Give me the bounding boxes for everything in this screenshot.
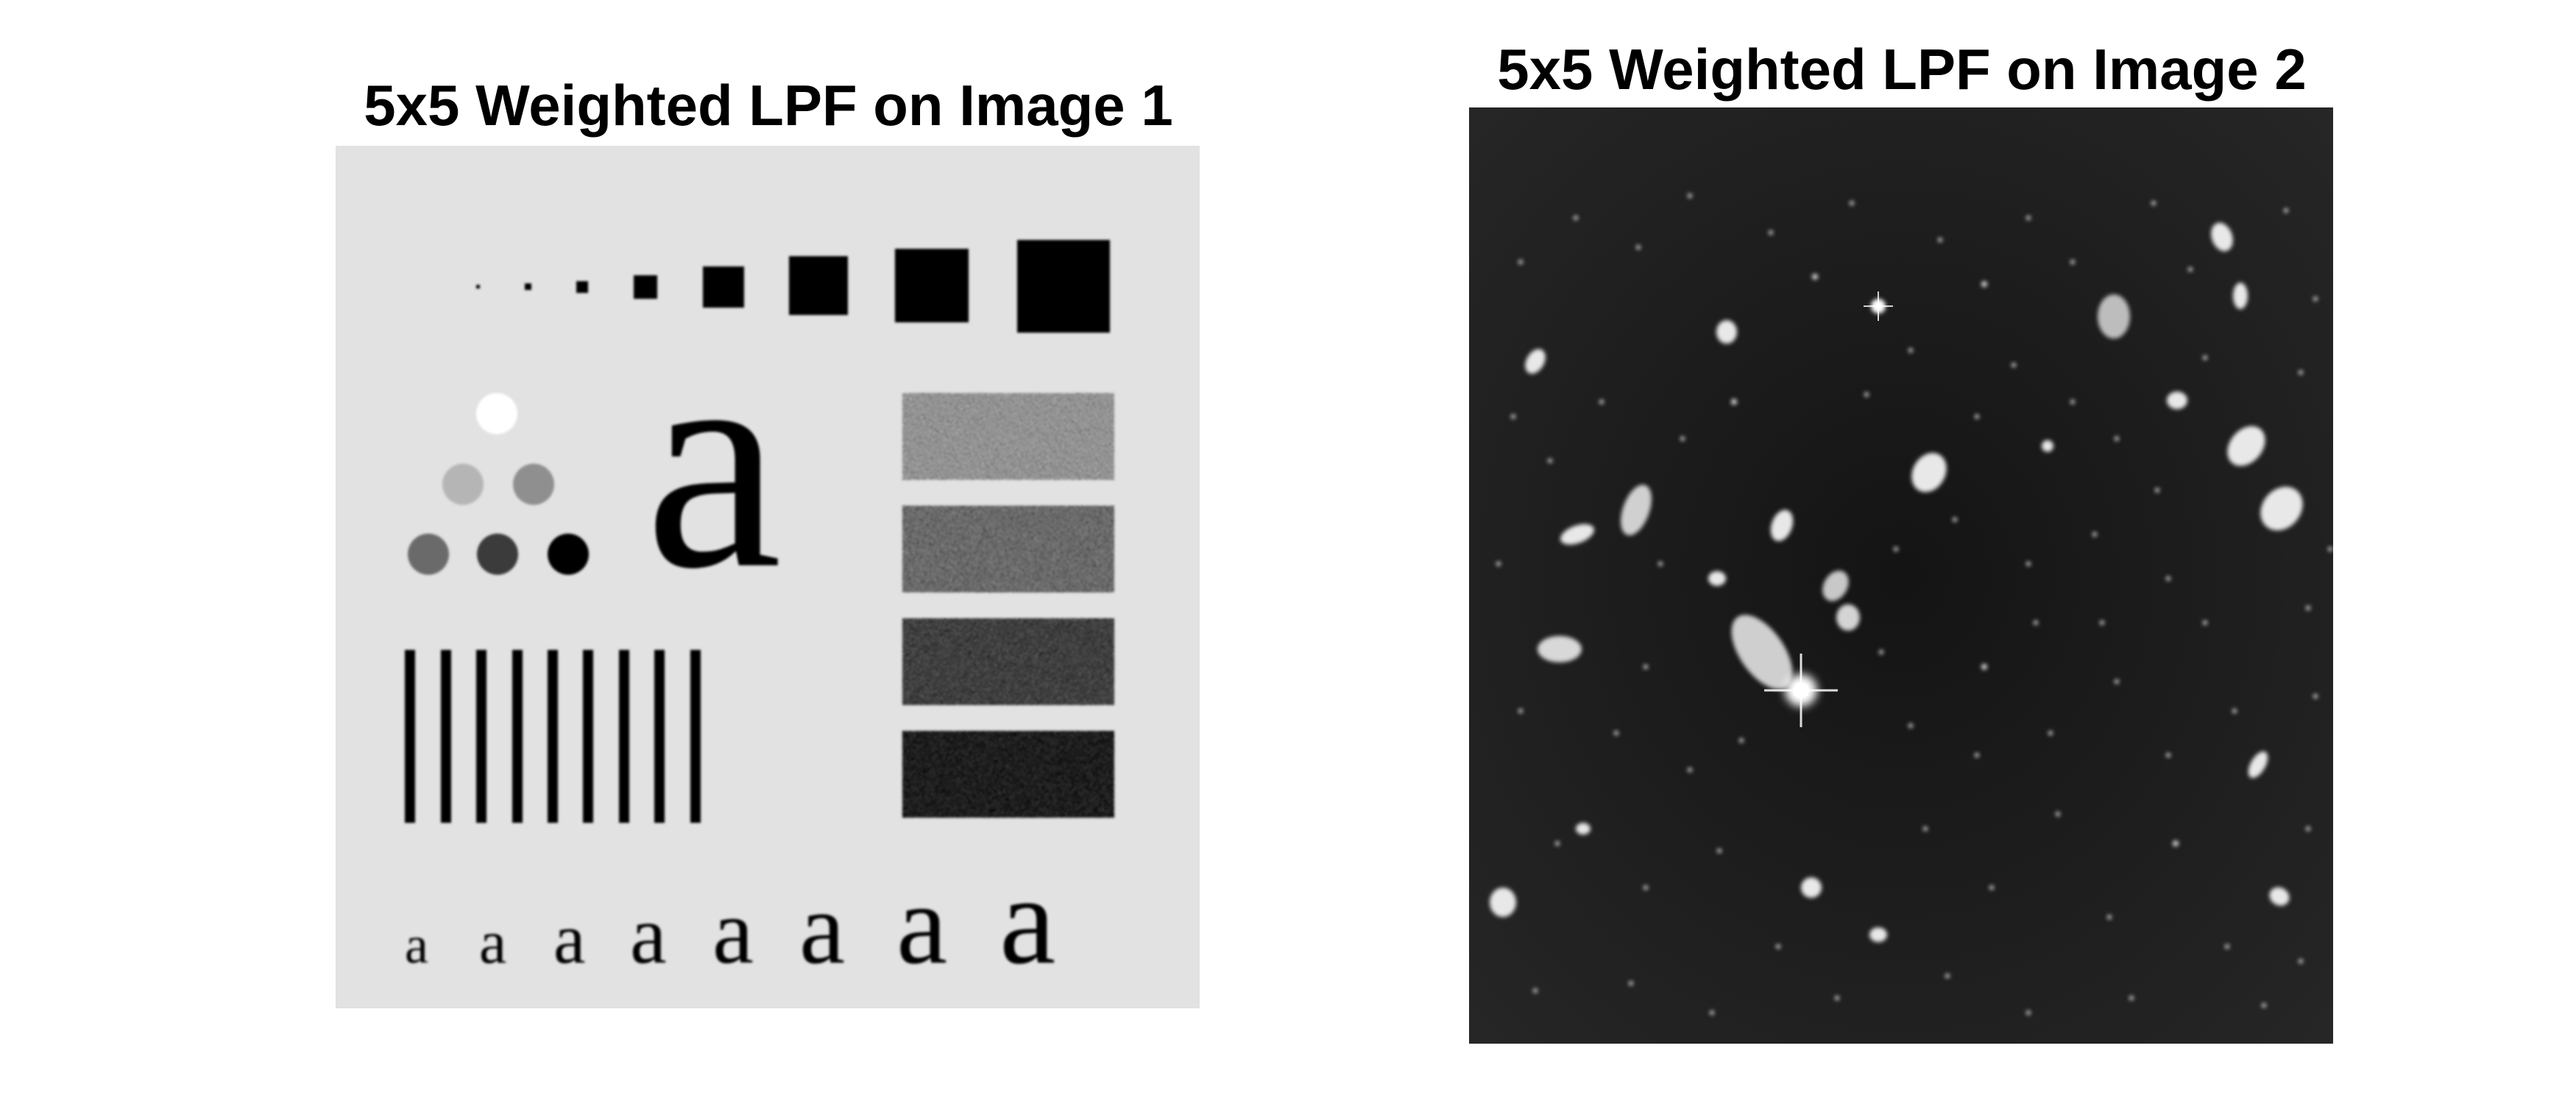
letter-a-7: a — [896, 860, 947, 988]
letter-a-8: a — [999, 851, 1055, 991]
image-2-deep-field — [1469, 107, 2333, 1044]
panel-1-title: 5x5 Weighted LPF on Image 1 — [337, 77, 1200, 134]
circles-group — [408, 393, 589, 575]
big-letter-a: a — [645, 290, 782, 632]
letter-a-2: a — [479, 908, 506, 977]
image-1-test-pattern: a — [336, 146, 1200, 1008]
letter-a-1: a — [405, 916, 428, 974]
noise-rectangles — [902, 393, 1114, 818]
letter-a-3: a — [553, 899, 586, 979]
panel-2-title: 5x5 Weighted LPF on Image 2 — [1471, 40, 2333, 98]
letter-a-4: a — [630, 890, 667, 981]
letter-a-6: a — [799, 871, 845, 986]
squares-row — [476, 240, 1110, 333]
vertical-bars — [405, 650, 701, 823]
letter-a-5: a — [712, 881, 754, 983]
letter-row: a a a a a a a a — [405, 851, 1055, 991]
